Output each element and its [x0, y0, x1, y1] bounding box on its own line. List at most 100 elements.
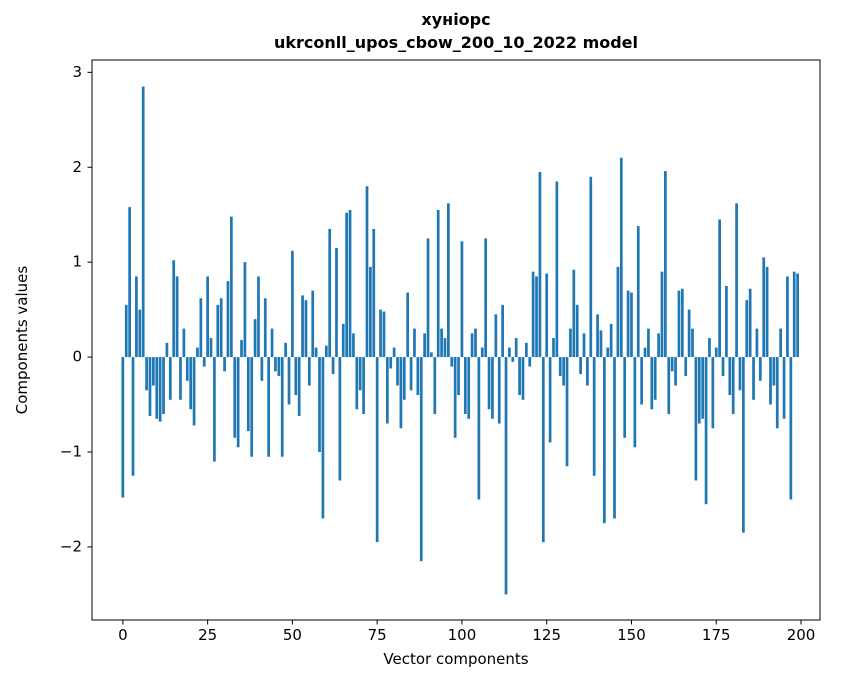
bar	[586, 357, 589, 386]
bar	[341, 323, 345, 358]
bar	[331, 357, 335, 375]
y-tick-label: −1	[60, 443, 82, 461]
bar	[145, 357, 148, 391]
bar	[708, 338, 711, 358]
bar	[630, 292, 633, 358]
bar	[755, 328, 759, 358]
bar	[168, 357, 172, 400]
bar	[223, 357, 226, 372]
bar	[582, 333, 586, 358]
bar	[284, 342, 287, 358]
bar	[555, 181, 559, 358]
bar	[216, 304, 220, 358]
bar	[175, 276, 179, 358]
bar	[358, 357, 362, 391]
bar	[606, 347, 610, 358]
bar	[433, 357, 437, 415]
bar	[636, 226, 640, 358]
bar	[758, 357, 762, 381]
bar	[345, 212, 348, 358]
bar	[779, 328, 783, 358]
bar	[480, 347, 484, 358]
bar	[453, 357, 457, 438]
bar	[294, 357, 298, 396]
bar	[189, 357, 193, 410]
bar	[684, 357, 688, 377]
bar	[219, 298, 223, 358]
bar	[592, 357, 596, 476]
bar	[375, 357, 379, 543]
bar	[131, 357, 135, 476]
bar	[226, 281, 230, 358]
bar	[589, 176, 593, 358]
bar	[267, 357, 271, 457]
bar	[202, 357, 206, 367]
bar	[185, 357, 189, 381]
y-axis-label: Components values	[13, 265, 31, 415]
bar	[565, 357, 569, 467]
bar	[796, 273, 799, 358]
bar	[494, 314, 498, 358]
x-tick-label: 100	[448, 626, 477, 644]
bar	[274, 357, 277, 372]
bar	[701, 357, 705, 419]
bar	[640, 357, 643, 405]
bar	[297, 357, 301, 416]
bar	[477, 357, 481, 500]
bar	[697, 357, 701, 424]
bar	[196, 347, 199, 358]
bar	[660, 271, 664, 358]
bar	[775, 357, 779, 429]
bar	[352, 333, 355, 358]
bar	[348, 209, 352, 358]
bar	[677, 290, 681, 358]
bar	[270, 328, 274, 358]
bar	[250, 357, 254, 457]
bar	[430, 352, 433, 358]
bar	[538, 172, 542, 358]
bar	[413, 328, 416, 358]
bar	[280, 357, 284, 457]
bar	[440, 328, 443, 358]
bar	[511, 357, 515, 362]
bar	[253, 319, 257, 358]
bar	[152, 357, 155, 386]
bar	[541, 357, 545, 543]
bar	[535, 276, 538, 358]
bar	[457, 357, 460, 396]
bar	[304, 300, 308, 358]
bar	[643, 347, 647, 358]
bar	[731, 357, 735, 415]
bar	[307, 357, 311, 386]
bar	[450, 357, 454, 367]
bar	[260, 357, 264, 381]
bar	[657, 333, 660, 358]
bar	[721, 357, 725, 377]
chart-title: хуніорс ukrconll_upos_cbow_200_10_2022 m…	[92, 8, 820, 54]
bar	[158, 357, 162, 422]
bar	[609, 323, 613, 358]
bar	[572, 269, 576, 358]
bar	[748, 288, 752, 358]
bar	[314, 347, 318, 358]
bar	[392, 347, 396, 358]
bar	[484, 238, 488, 358]
bar	[728, 357, 732, 396]
bar	[545, 273, 549, 358]
bar	[355, 357, 359, 410]
bar	[324, 345, 328, 358]
bar	[548, 357, 552, 443]
bar	[664, 171, 667, 358]
x-tick-label: 175	[702, 626, 731, 644]
bar	[396, 357, 399, 386]
bar	[389, 357, 393, 369]
bar	[552, 338, 555, 358]
bar	[338, 357, 342, 481]
bar	[752, 357, 755, 400]
bar	[501, 304, 504, 358]
bar	[616, 266, 620, 358]
bar	[318, 357, 321, 452]
bar	[667, 357, 671, 415]
bar	[162, 357, 165, 415]
bar	[141, 86, 145, 358]
